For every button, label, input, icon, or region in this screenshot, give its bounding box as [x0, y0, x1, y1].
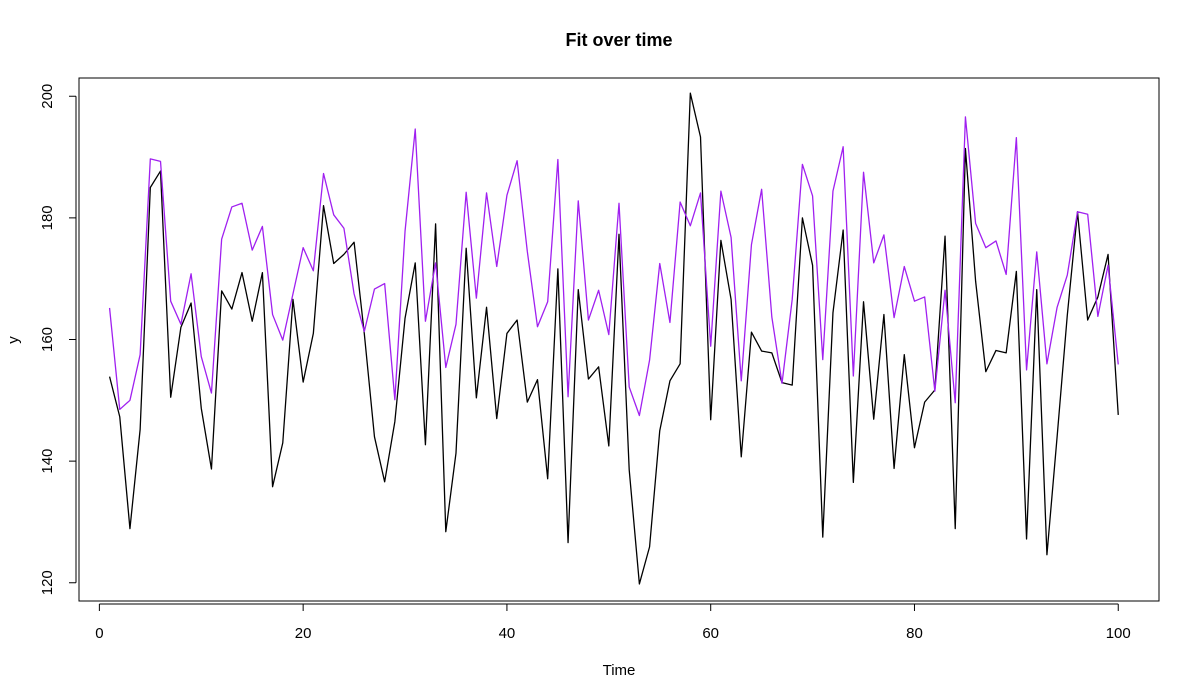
x-tick-label: 20 [295, 625, 312, 642]
series-line-2 [108, 116, 1119, 417]
x-axis: 0 20 40 60 80 100 [95, 603, 1131, 642]
y-tick-label: 180 [39, 205, 56, 230]
x-axis-label: Time [603, 662, 636, 679]
x-tick-label: 80 [906, 625, 923, 642]
x-tick-label: 40 [499, 625, 516, 642]
y-tick-label: 120 [39, 570, 56, 595]
x-tick-label: 100 [1106, 625, 1131, 642]
x-tick-label: 0 [95, 625, 103, 642]
chart-title: Fit over time [565, 30, 672, 50]
x-tick-label: 60 [702, 625, 719, 642]
series-layer [108, 92, 1119, 585]
y-tick-label: 200 [39, 84, 56, 109]
plot-frame [78, 77, 1160, 602]
y-axis-label: y [5, 336, 22, 344]
y-tick-label: 160 [39, 327, 56, 352]
y-axis: 120 140 160 180 200 [39, 84, 77, 595]
series-line-1 [108, 92, 1119, 585]
y-tick-label: 140 [39, 449, 56, 474]
